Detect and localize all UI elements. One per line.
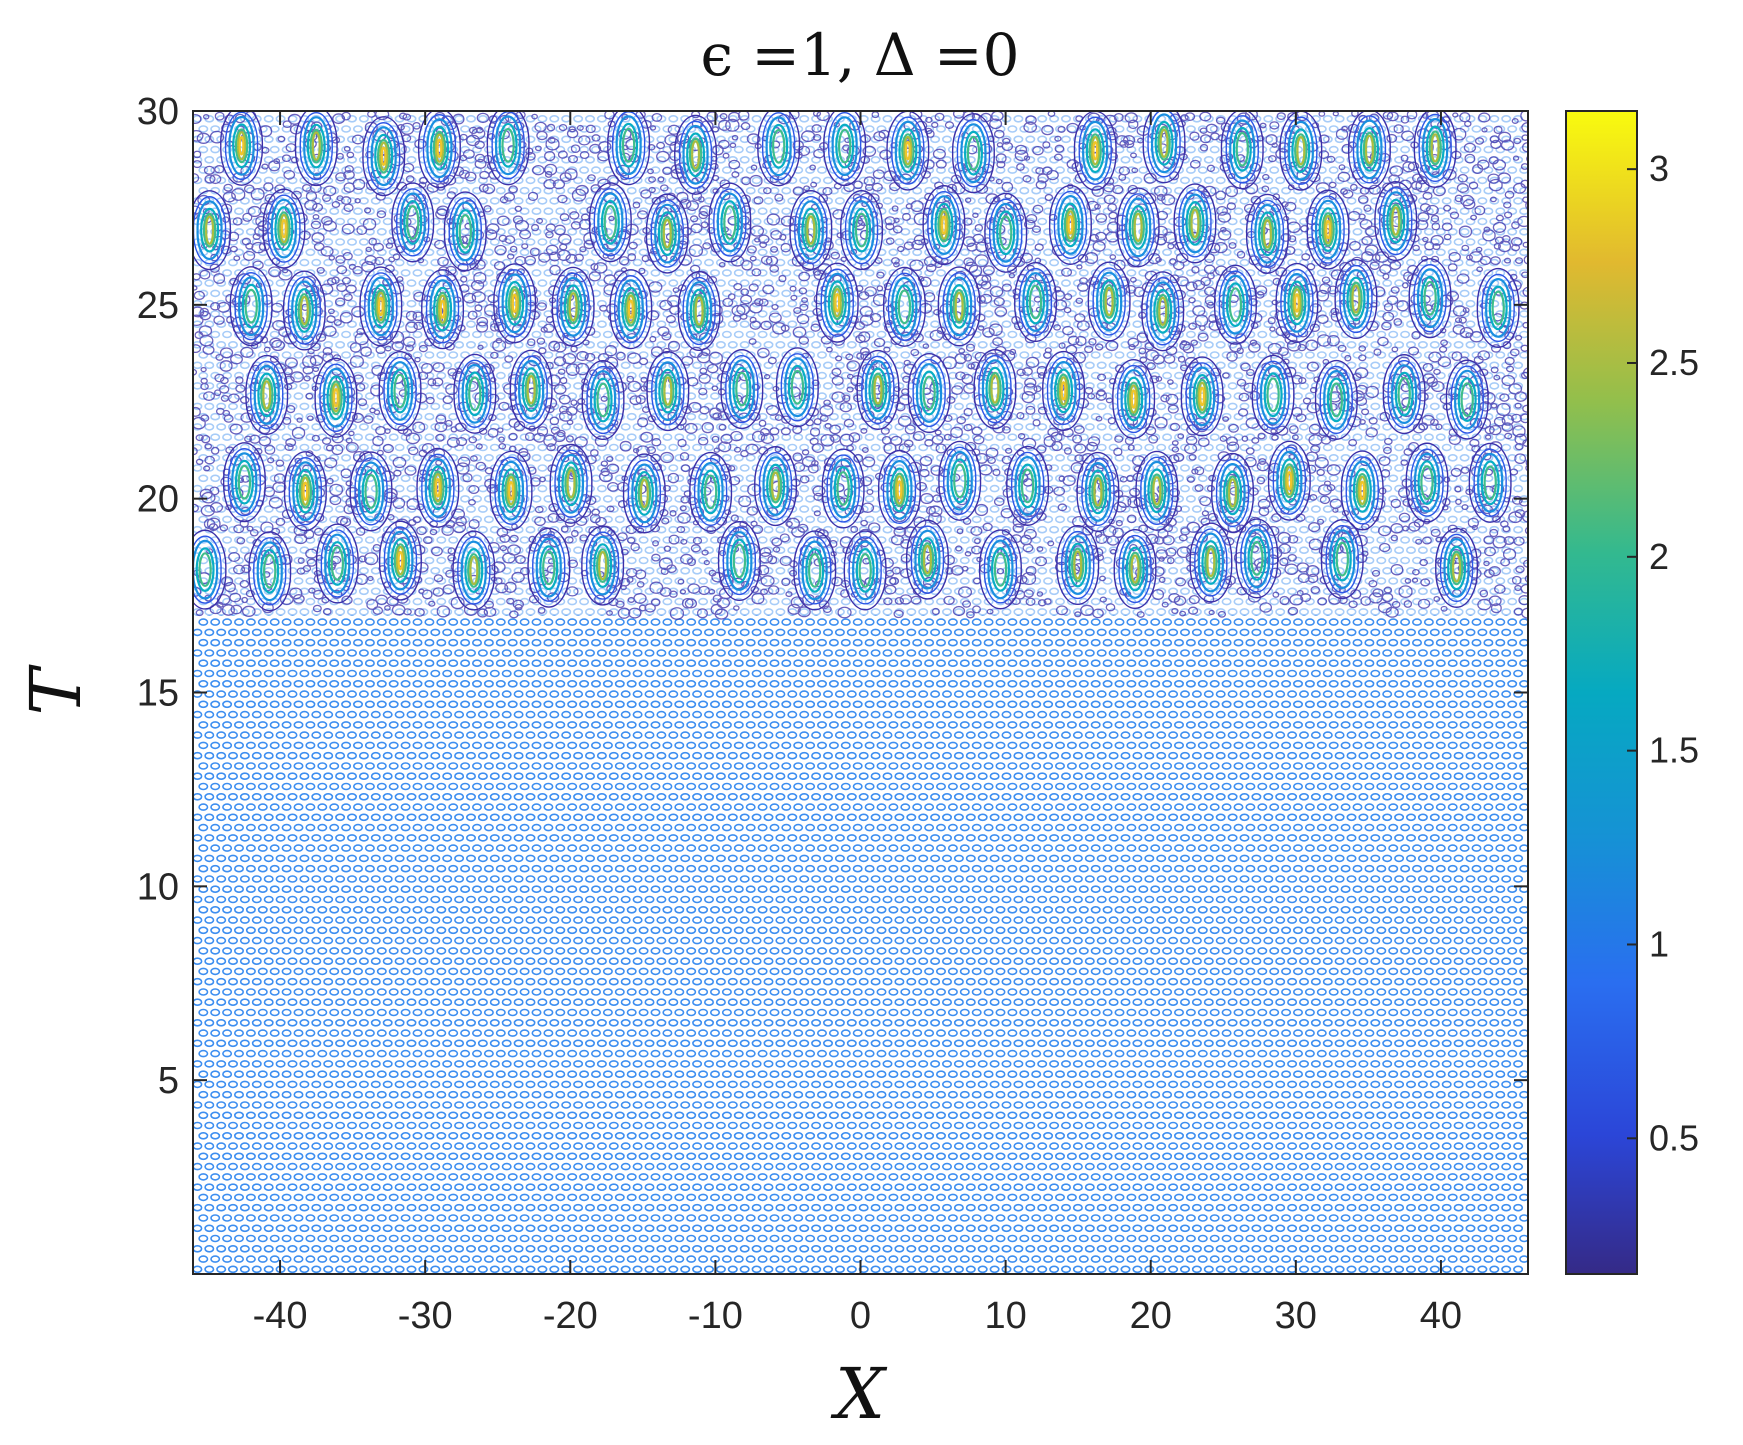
- x-tick-label: -10: [688, 1295, 743, 1337]
- x-axis-label: X: [830, 1353, 888, 1435]
- chart-title: ϵ =1, Δ =0: [700, 21, 1019, 89]
- colorbar-tick-label: 1: [1649, 923, 1669, 964]
- y-tick-label: 5: [158, 1060, 179, 1102]
- y-axis-label: T: [15, 664, 97, 715]
- x-tick-label: 20: [1130, 1295, 1172, 1337]
- colorbar-tick-label: 3: [1649, 148, 1669, 189]
- colorbar-tick-label: 0.5: [1649, 1117, 1699, 1158]
- colorbar-gradient: [1566, 111, 1637, 1274]
- plot-area: [184, 104, 1536, 1274]
- colorbar: 0.5 1 1.5 2 2.5 3: [1566, 111, 1699, 1274]
- colorbar-tick-label: 2: [1649, 536, 1669, 577]
- x-tick-label: -20: [543, 1295, 598, 1337]
- y-tick-label: 20: [137, 479, 179, 521]
- y-tick-label: 10: [137, 866, 179, 908]
- y-tick-label: 30: [137, 91, 179, 133]
- y-tick-label: 15: [137, 673, 179, 715]
- colorbar-tick-label: 1.5: [1649, 730, 1699, 771]
- x-tick-label: 10: [984, 1295, 1026, 1337]
- x-tick-label: 30: [1275, 1295, 1317, 1337]
- x-tick-label: 40: [1420, 1295, 1462, 1337]
- x-tick-label: -30: [398, 1295, 453, 1337]
- peak-field: [184, 104, 1536, 619]
- y-tick-label: 25: [137, 285, 179, 327]
- x-tick-label: -40: [253, 1295, 308, 1337]
- colorbar-tick-label: 2.5: [1649, 342, 1699, 383]
- x-tick-label: 0: [850, 1295, 871, 1337]
